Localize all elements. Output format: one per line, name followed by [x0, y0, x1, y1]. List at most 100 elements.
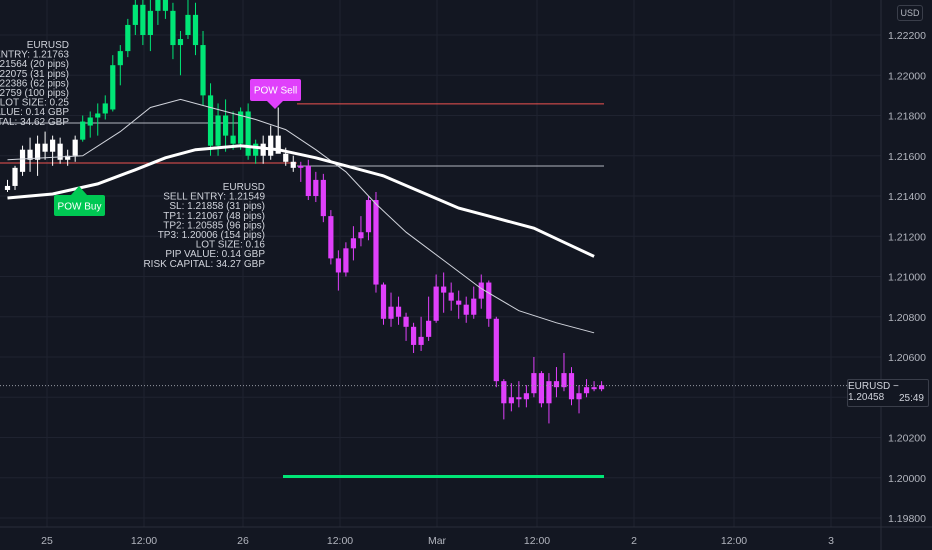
candle-body: [125, 24, 131, 52]
candle-body: [42, 143, 48, 152]
time-axis[interactable]: 25 12:00 26 12:00 Mar 12:00 2 12:00 3: [41, 535, 834, 547]
candle-body: [12, 167, 18, 186]
candle-body: [177, 39, 184, 46]
candle-body: [478, 282, 484, 299]
currency-badge[interactable]: USD: [897, 5, 923, 21]
candle-body: [245, 111, 251, 156]
time-tick-label: Mar: [428, 535, 447, 547]
buy-signal-label: POW Buy: [58, 202, 102, 213]
info-line: SELL ENTRY: 1.21549: [163, 192, 265, 203]
time-tick-label: 12:00: [327, 535, 353, 547]
candle-body: [147, 10, 153, 36]
candle-body: [140, 4, 146, 35]
buy-signal-marker[interactable]: POW Buy: [54, 186, 105, 216]
price-axis[interactable]: 1.22200 1.22000 1.21800 1.21600 1.21400 1.212…: [888, 30, 926, 525]
candle-body: [50, 139, 56, 152]
candle-body: [27, 149, 33, 160]
candle-body: [516, 397, 522, 400]
candle-body: [561, 373, 567, 388]
candle-body: [598, 385, 605, 390]
candle-body: [448, 292, 454, 301]
time-tick-label: 26: [237, 535, 249, 547]
candle-body: [328, 216, 334, 259]
info-line: PIP VALUE: 0.14 GBP: [0, 107, 69, 118]
candle-body: [57, 143, 63, 160]
candle-body: [350, 238, 357, 249]
candle-body: [591, 387, 597, 390]
candle-body: [260, 143, 266, 156]
candle-body: [433, 286, 439, 321]
candle-body: [170, 10, 176, 46]
info-line: PIP VALUE: 0.14 GBP: [165, 249, 265, 260]
candle-body: [418, 336, 424, 345]
candle-body: [365, 200, 372, 233]
sell-signal-marker[interactable]: POW Sell: [250, 79, 301, 109]
candle-body: [65, 155, 71, 160]
time-tick-label: 12:00: [721, 535, 747, 547]
info-line: 2: 1.22386 (62 pips): [0, 78, 69, 89]
price-tick-label: 1.20600: [888, 352, 926, 364]
candle-body: [283, 153, 289, 162]
candle-body: [456, 300, 462, 305]
price-tick-label: 1.21200: [888, 231, 926, 243]
candle-body: [335, 258, 341, 273]
grid: [0, 0, 881, 527]
price-tick-label: 1.20200: [888, 433, 926, 445]
candle-body: [155, 0, 161, 11]
candle-body: [546, 381, 552, 404]
candle-body: [200, 45, 206, 96]
candle-body: [192, 14, 199, 46]
candle-body: [117, 51, 123, 66]
buy-signal-box: [54, 195, 105, 216]
candle-body: [253, 143, 259, 156]
candle-body: [87, 117, 93, 126]
time-tick-label: 25: [41, 535, 53, 547]
candle-body: [538, 373, 545, 404]
candle-body: [380, 284, 387, 319]
info-line: 3: 1.22759 (100 pips): [0, 88, 69, 99]
candle-body: [110, 65, 116, 110]
candle-body: [358, 232, 364, 239]
candle-body: [305, 165, 311, 196]
candle-body: [320, 179, 326, 217]
last-price-tag: EURUSD − 1.20458 25:49: [847, 379, 929, 407]
candle-body: [268, 135, 274, 156]
info-line: TP3: 1.20006 (154 pips): [158, 230, 265, 241]
candle-body: [343, 248, 349, 273]
info-line: TP1: 1.21067 (48 pips): [163, 211, 265, 222]
price-tick-label: 1.21800: [888, 111, 926, 123]
candle-body: [222, 115, 229, 136]
candle-body: [486, 282, 492, 319]
candle-body: [298, 165, 304, 168]
candle-body: [19, 149, 26, 172]
candle-body: [313, 179, 319, 196]
candle-body: [275, 135, 281, 154]
info-line: SL: 1.21858 (31 pips): [169, 201, 265, 212]
candle-body: [4, 185, 11, 190]
time-tick-label: 3: [828, 535, 834, 547]
price-tick-label: 1.21600: [888, 151, 926, 163]
price-tick-label: 1.22200: [888, 30, 926, 42]
ma-fast-line: [7, 98, 595, 334]
candle-body: [290, 161, 296, 168]
time-tick-label: 2: [631, 535, 637, 547]
candle-body: [238, 111, 244, 144]
candle-body: [388, 306, 394, 319]
price-tick-label: 1.19800: [888, 513, 926, 525]
price-tick-label: 1.20000: [888, 473, 926, 485]
candles: [4, 0, 605, 424]
candle-body: [207, 95, 214, 146]
candle-body: [403, 316, 409, 327]
candle-body: [34, 143, 41, 160]
moving-averages: [7, 98, 595, 334]
info-line: EURUSD: [223, 182, 265, 193]
info-line: RISK CAPITAL: 34.27 GBP: [143, 259, 265, 270]
info-line: 1: 1.22075 (31 pips): [0, 69, 69, 80]
candle-body: [553, 381, 560, 388]
ma-slow-line: [7, 144, 595, 258]
candle-body: [395, 306, 402, 317]
last-price-label: EURUSD − 1.20458: [848, 381, 899, 403]
